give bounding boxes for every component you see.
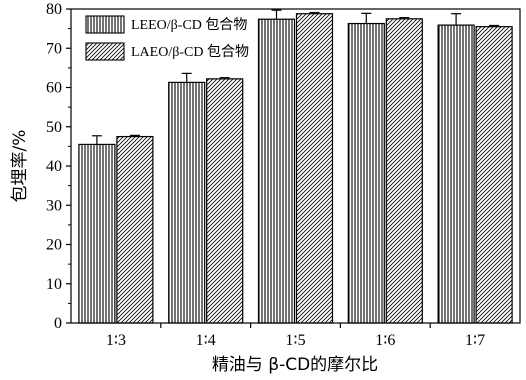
bar-leeo-1: [78, 143, 116, 324]
y-tick-label: 60: [46, 80, 62, 97]
bar-leeo-2: [168, 81, 206, 324]
y-tick-label: 80: [46, 1, 62, 18]
x-tick-label: 1∶4: [196, 332, 216, 349]
bar-laeo-3: [295, 13, 334, 324]
y-tick-label: 10: [46, 276, 62, 293]
x-tick-label: 1∶3: [106, 332, 126, 349]
bar-laeo-5: [475, 26, 513, 324]
y-tick-label: 20: [46, 237, 62, 254]
error-bars-layer: [91, 9, 500, 145]
legend-swatch: [85, 42, 125, 61]
bar-laeo-2: [206, 78, 244, 324]
legend-label: LAEO/β-CD 包合物: [131, 44, 249, 60]
bar-leeo-5: [437, 24, 475, 324]
bars-layer: [78, 13, 513, 324]
x-axis: 1∶3 1∶4 1∶5 1∶6 1∶7: [106, 323, 485, 349]
legend-swatch: [85, 15, 125, 34]
bar-leeo-3: [257, 18, 296, 324]
x-tick-label: 1∶5: [285, 332, 305, 349]
legend-label: LEEO/β-CD 包合物: [131, 17, 247, 33]
y-tick-label: 50: [46, 119, 62, 136]
legend: LEEO/β-CD 包合物 LAEO/β-CD 包合物: [85, 15, 249, 61]
x-tick-label: 1∶7: [465, 332, 485, 349]
y-axis-title: 包埋率/%: [10, 130, 30, 203]
bar-leeo-4: [347, 22, 385, 324]
x-tick-label: 1∶6: [375, 332, 395, 349]
y-tick-label: 70: [46, 40, 62, 57]
y-tick-label: 40: [46, 158, 62, 175]
y-tick-label: 30: [46, 197, 62, 214]
y-axis: 0 10 20 30 40 50 60 70 80: [46, 1, 71, 332]
y-tick-label: 0: [54, 315, 62, 332]
bar-laeo-1: [116, 135, 154, 324]
x-axis-title: 精油与 β-CD的摩尔比: [212, 355, 378, 375]
bar-laeo-4: [385, 18, 423, 324]
